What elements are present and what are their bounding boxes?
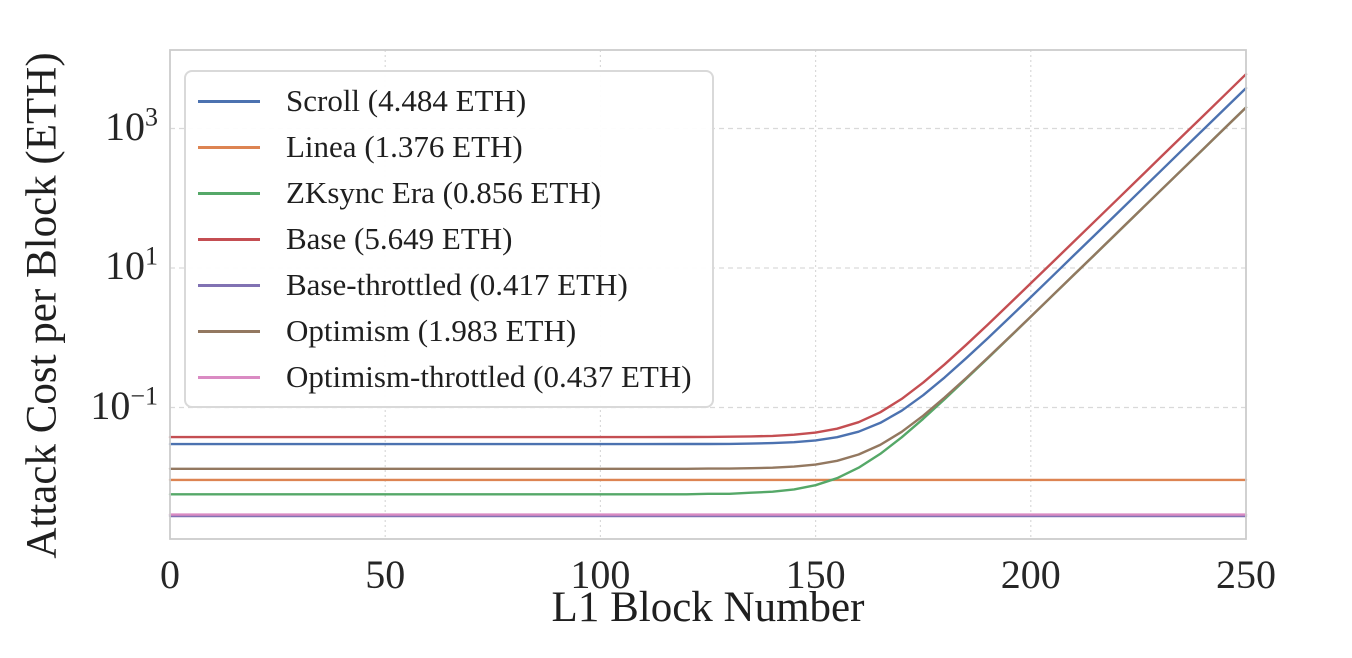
series-line-base	[168, 73, 1248, 439]
legend-line-sample-zksync-era	[198, 191, 260, 195]
legend-line-sample-base-throttled	[198, 283, 260, 287]
legend-label-base: Base (5.649 ETH)	[286, 221, 513, 256]
series-line-scroll	[168, 86, 1248, 446]
x-tick-label-100: 100	[570, 552, 631, 597]
legend-line-sample-optimism-throttled	[198, 375, 260, 379]
x-tick-label-0: 0	[160, 552, 180, 597]
legend: Scroll (4.484 ETH) Linea (1.376 ETH) ZKsyn…	[184, 70, 714, 408]
legend-item-base: Base (5.649 ETH)	[198, 216, 692, 262]
legend-label-optimism: Optimism (1.983 ETH)	[286, 313, 577, 348]
legend-item-scroll: Scroll (4.484 ETH)	[198, 78, 692, 124]
legend-item-zksync-era: ZKsync Era (0.856 ETH)	[198, 170, 692, 216]
series-line-optimism	[168, 106, 1248, 470]
x-axis-label: L1 Block Number	[551, 584, 865, 631]
legend-line-sample-linea	[198, 145, 260, 149]
legend-label-optimism-throttled: Optimism-throttled (0.437 ETH)	[286, 359, 692, 394]
legend-label-zksync-era: ZKsync Era (0.856 ETH)	[286, 175, 602, 210]
legend-item-optimism-throttled: Optimism-throttled (0.437 ETH)	[198, 354, 692, 400]
legend-line-sample-scroll	[198, 99, 260, 103]
y-tick-label-1e3: 103	[105, 102, 158, 149]
legend-item-linea: Linea (1.376 ETH)	[198, 124, 692, 170]
legend-label-scroll: Scroll (4.484 ETH)	[286, 83, 527, 118]
legend-item-base-throttled: Base-throttled (0.417 ETH)	[198, 262, 692, 308]
axes-frame	[169, 49, 1247, 540]
x-tick-label-250: 250	[1216, 552, 1276, 597]
legend-line-sample-base	[198, 237, 260, 241]
legend-line-sample-optimism	[198, 329, 260, 333]
legend-label-base-throttled: Base-throttled (0.417 ETH)	[286, 267, 628, 302]
x-tick-label-150: 150	[785, 552, 846, 597]
y-tick-label-1e1: 101	[105, 241, 158, 288]
legend-label-linea: Linea (1.376 ETH)	[286, 129, 523, 164]
x-tick-label-50: 50	[365, 552, 406, 597]
legend-item-optimism: Optimism (1.983 ETH)	[198, 308, 692, 354]
y-tick-label-1e−1: 10−1	[90, 381, 158, 428]
x-tick-label-200: 200	[1000, 552, 1061, 597]
